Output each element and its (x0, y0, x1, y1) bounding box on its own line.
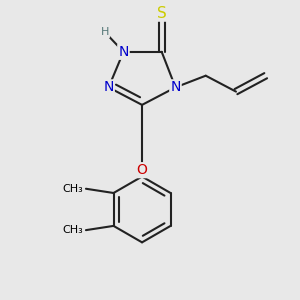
Text: O: O (136, 163, 148, 177)
Text: N: N (103, 80, 114, 94)
Text: N: N (118, 45, 129, 59)
Text: CH₃: CH₃ (62, 184, 83, 194)
Text: N: N (170, 80, 181, 94)
Text: H: H (101, 27, 109, 37)
Text: CH₃: CH₃ (62, 225, 83, 235)
Text: S: S (157, 6, 166, 21)
